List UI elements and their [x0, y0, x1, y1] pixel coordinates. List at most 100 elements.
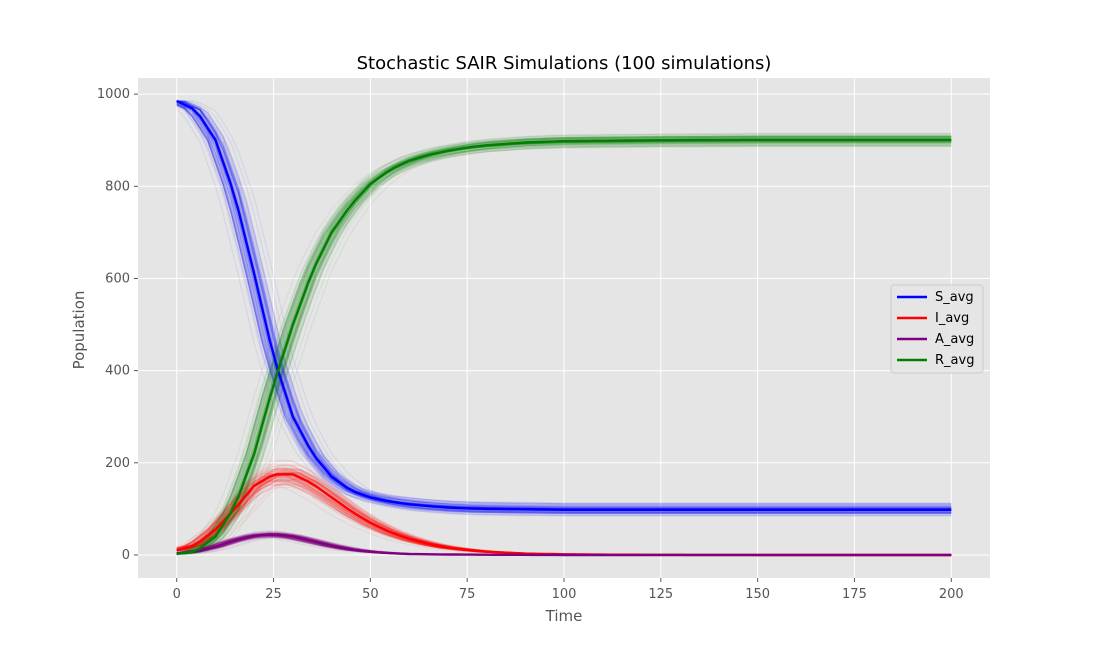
legend-entry: S_avg	[935, 290, 974, 305]
x-tick-label: 50	[362, 587, 379, 602]
simulation-trace-s-avg	[176, 100, 952, 514]
simulation-trace-s-avg	[176, 101, 952, 508]
y-tick-label: 800	[105, 179, 130, 194]
simulation-trace-r-avg	[176, 144, 952, 554]
simulation-trace-r-avg	[176, 136, 952, 555]
simulation-trace-r-avg	[176, 141, 952, 554]
simulation-trace-r-avg	[176, 136, 952, 555]
simulation-trace-s-avg	[176, 100, 952, 508]
ticks: 0 25 50 75 100 125 150 175 200 0 200 400 600 800 1000	[97, 87, 964, 602]
simulation-trace-s-avg	[176, 100, 952, 513]
simulation-trace-r-avg	[176, 141, 952, 554]
simulation-trace-s-avg	[176, 103, 952, 507]
simulation-trace-s-avg	[176, 106, 952, 508]
simulation-trace-r-avg	[176, 135, 952, 554]
simulation-trace-r-avg	[176, 135, 952, 555]
simulation-trace-r-avg	[176, 135, 952, 555]
simulation-trace-s-avg	[176, 102, 952, 510]
simulation-trace-s-avg	[176, 105, 952, 514]
simulation-trace-s-avg	[176, 100, 952, 514]
simulation-trace-r-avg	[176, 137, 952, 555]
simulation-trace-s-avg	[176, 100, 952, 514]
simulation-trace-r-avg	[176, 135, 952, 554]
simulation-trace-r-avg	[176, 141, 952, 555]
simulation-trace-s-avg	[176, 102, 952, 509]
y-tick-label: 400	[105, 364, 130, 379]
simulation-trace-r-avg	[176, 145, 952, 555]
simulation-trace-r-avg	[176, 135, 952, 555]
simulation-trace-r-avg	[176, 142, 952, 555]
simulation-trace-s-avg	[176, 104, 952, 514]
simulation-trace-s-avg	[176, 100, 952, 505]
simulation-trace-s-avg	[176, 104, 952, 509]
y-tick-label: 600	[105, 271, 130, 286]
simulation-trace-r-avg	[176, 136, 952, 555]
simulation-trace-s-avg	[176, 100, 952, 507]
simulation-trace-r-avg	[176, 140, 952, 555]
simulation-trace-s-avg	[176, 100, 952, 516]
x-tick-label: 75	[459, 587, 476, 602]
simulation-trace-s-avg	[176, 100, 952, 514]
simulation-trace-s-avg	[176, 100, 952, 515]
series-line-a-avg	[176, 533, 952, 557]
simulation-trace-r-avg	[176, 141, 952, 555]
simulation-trace-r-avg	[176, 135, 952, 555]
simulation-trace-s-avg	[176, 102, 952, 509]
chart-title: Stochastic SAIR Simulations (100 simulat…	[357, 53, 772, 74]
simulation-trace-r-avg	[176, 136, 952, 555]
simulation-trace-s-avg	[176, 102, 952, 513]
simulation-trace-r-avg	[176, 136, 952, 555]
simulation-trace-r-avg	[176, 134, 952, 555]
simulation-trace-s-avg	[176, 100, 952, 508]
simulation-trace-s-avg	[176, 101, 952, 510]
legend-entry: I_avg	[935, 311, 969, 326]
simulation-trace-r-avg	[176, 146, 952, 554]
x-tick-label: 200	[939, 587, 964, 602]
simulation-trace-r-avg	[176, 145, 952, 555]
y-axis-label: Population	[70, 291, 88, 370]
simulation-trace-r-avg	[176, 141, 952, 553]
simulation-trace-r-avg	[176, 136, 952, 555]
simulation-trace-r-avg	[176, 145, 952, 555]
simulation-trace-r-avg	[176, 137, 952, 555]
simulation-trace-s-avg	[176, 100, 952, 514]
legend-entry: R_avg	[935, 353, 974, 368]
simulation-trace-r-avg	[176, 135, 952, 555]
simulation-trace-r-avg	[176, 142, 952, 555]
simulation-trace-r-avg	[176, 136, 952, 554]
simulation-trace-s-avg	[176, 104, 952, 513]
simulation-trace-r-avg	[176, 144, 952, 554]
series-line-s-avg	[176, 99, 952, 511]
simulation-trace-r-avg	[176, 135, 952, 554]
simulation-trace-r-avg	[176, 141, 952, 555]
x-tick-label: 125	[648, 587, 673, 602]
simulation-trace-s-avg	[176, 100, 952, 508]
simulation-trace-s-avg	[176, 100, 952, 514]
simulation-trace-s-avg	[176, 100, 952, 513]
simulation-trace-r-avg	[176, 137, 952, 554]
x-tick-label: 150	[745, 587, 770, 602]
simulation-trace-s-avg	[176, 100, 952, 510]
y-tick-label: 200	[105, 456, 130, 471]
simulation-trace-r-avg	[176, 143, 952, 554]
simulation-trace-s-avg	[176, 100, 952, 508]
simulation-trace-r-avg	[176, 140, 952, 554]
simulation-trace-r-avg	[176, 133, 952, 555]
simulation-trace-r-avg	[176, 135, 952, 555]
simulation-trace-s-avg	[176, 100, 952, 513]
simulation-trace-s-avg	[176, 104, 952, 509]
simulation-trace-r-avg	[176, 140, 952, 555]
simulation-trace-s-avg	[176, 100, 952, 505]
simulation-trace-s-avg	[176, 100, 952, 508]
x-tick-label: 0	[173, 587, 181, 602]
x-tick-label: 100	[552, 587, 577, 602]
simulation-trace-s-avg	[176, 100, 952, 515]
simulation-trace-r-avg	[176, 137, 952, 555]
series-line-r-avg	[176, 138, 952, 556]
simulation-trace-s-avg	[176, 100, 952, 514]
simulation-trace-s-avg	[176, 100, 952, 514]
simulation-trace-r-avg	[176, 142, 952, 555]
simulation-trace-s-avg	[176, 100, 952, 509]
simulation-trace-s-avg	[176, 100, 952, 517]
simulation-trace-s-avg	[176, 100, 952, 513]
